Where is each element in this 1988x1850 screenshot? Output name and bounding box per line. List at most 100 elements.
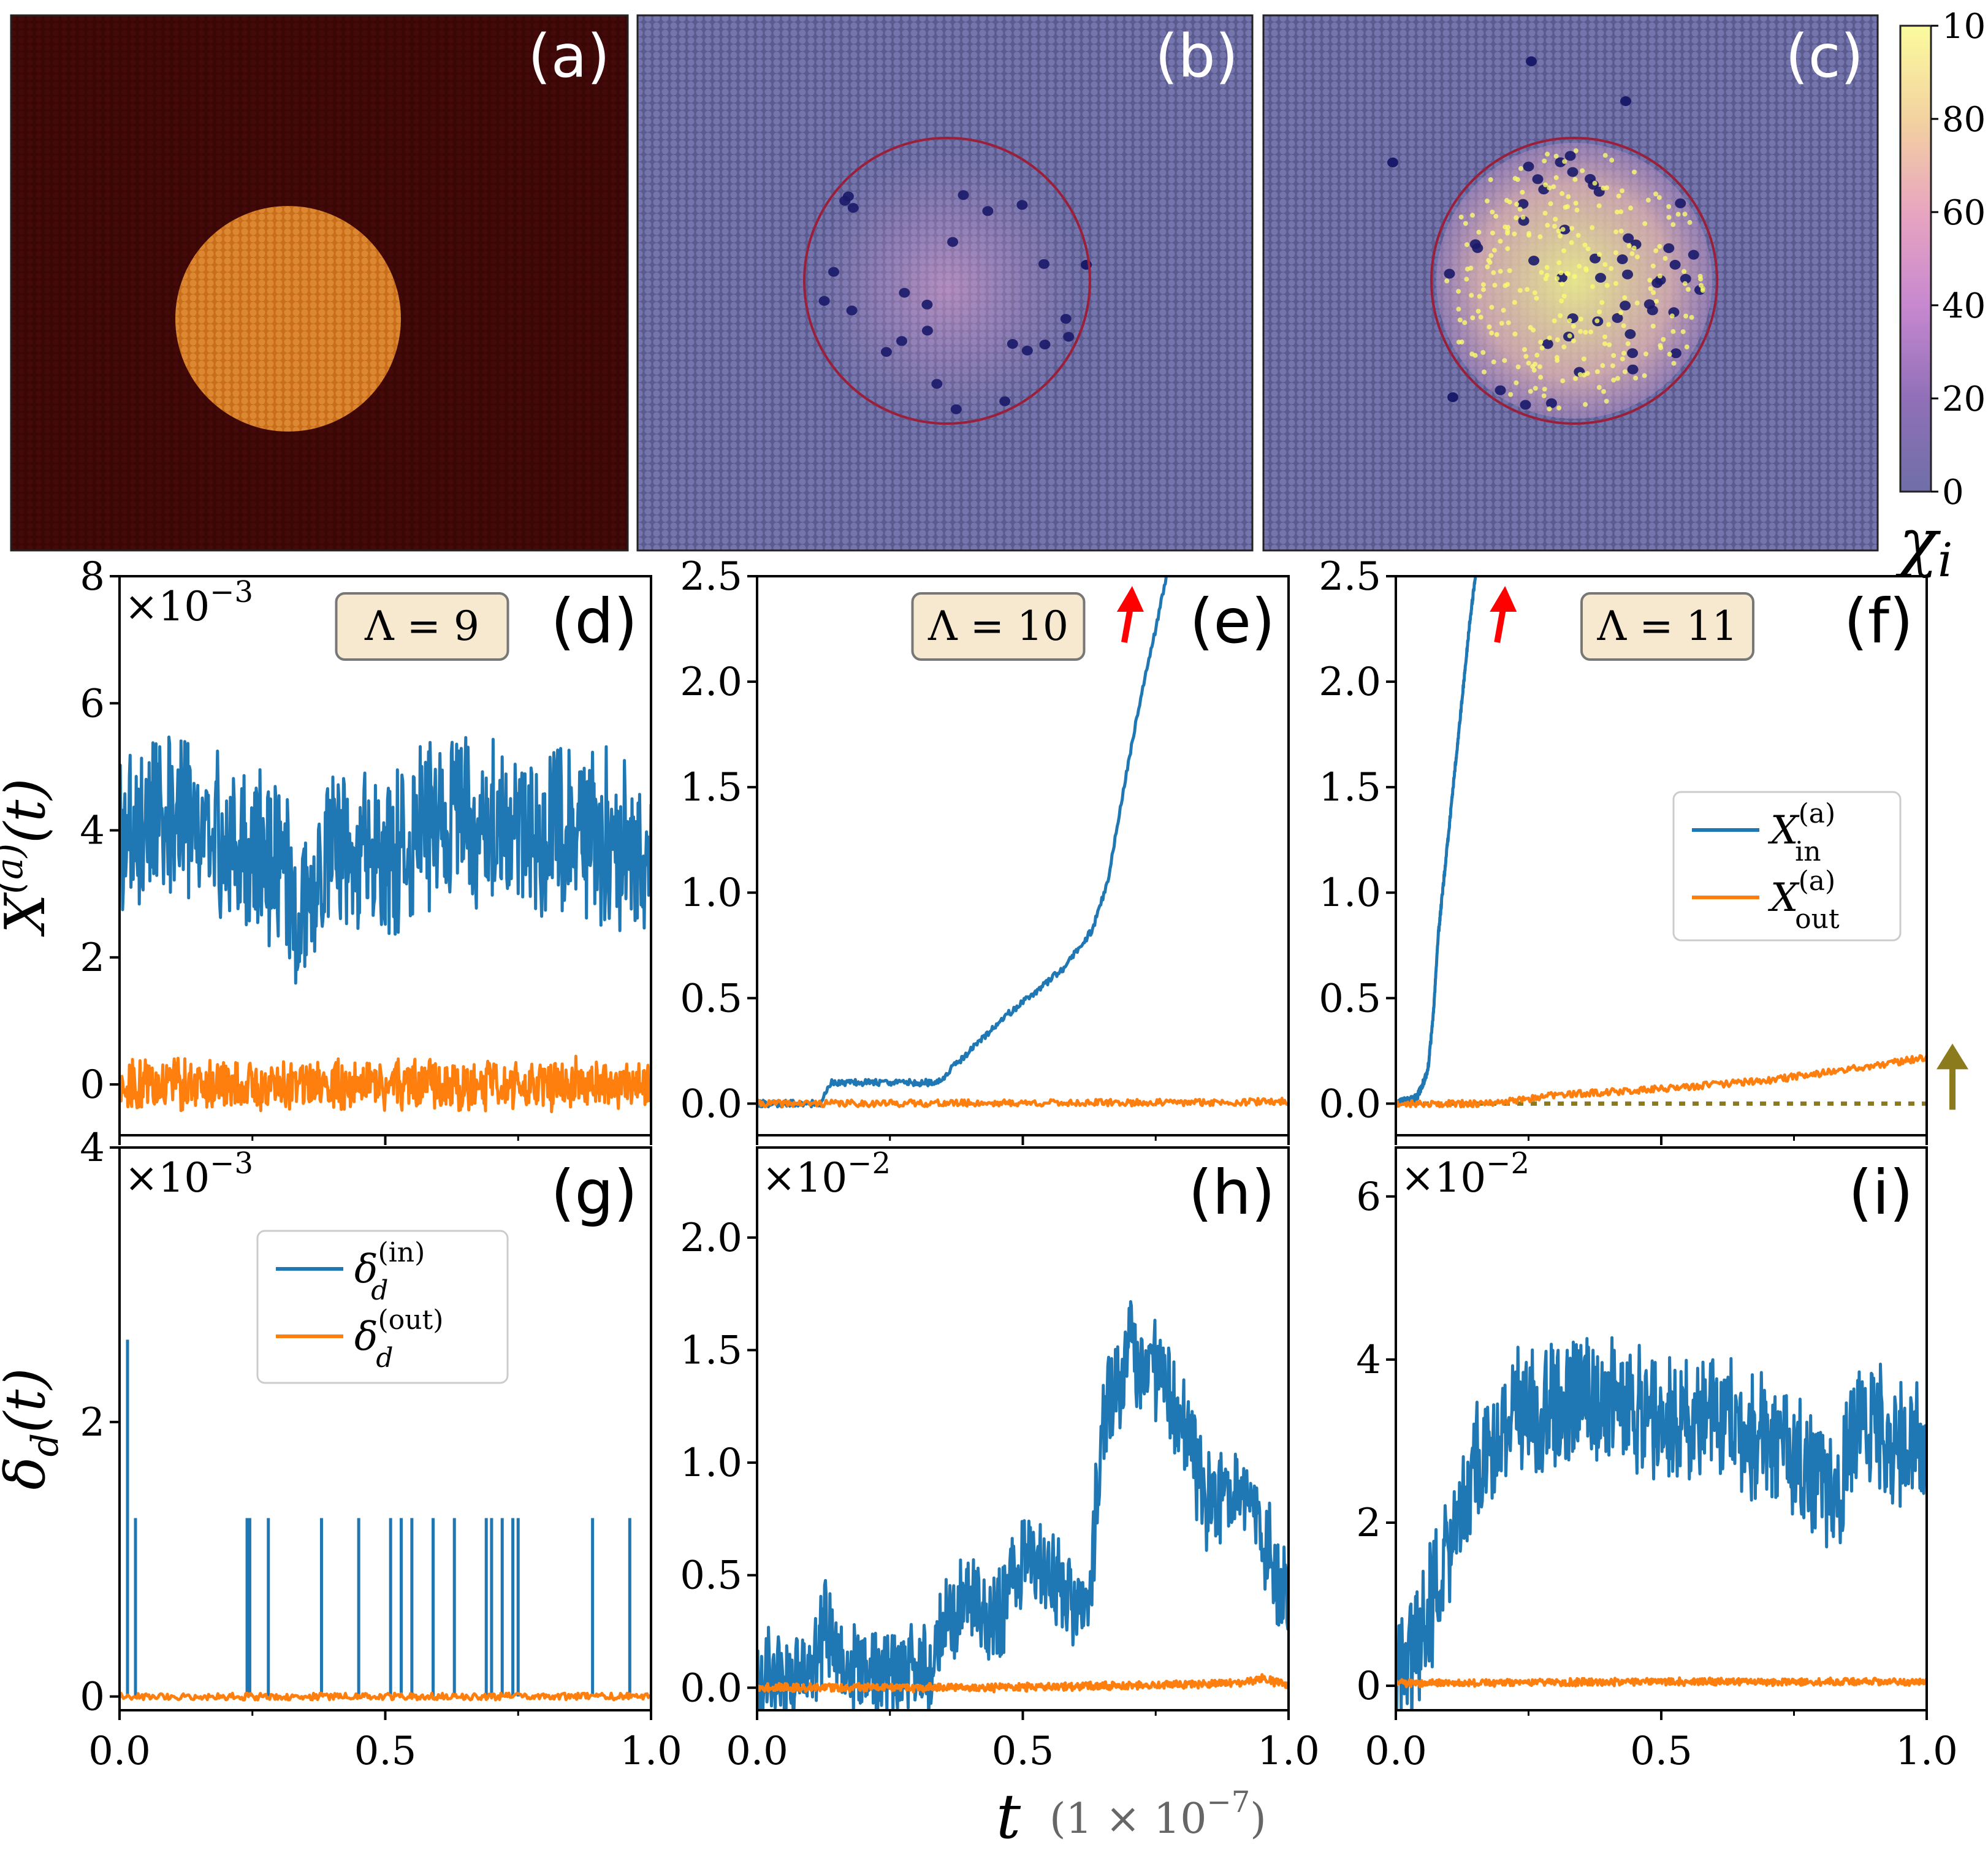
speckle: [1534, 352, 1540, 358]
speckle: [1577, 264, 1582, 269]
speckle: [1477, 294, 1482, 299]
speckle: [1607, 342, 1612, 348]
speckle: [1499, 321, 1504, 326]
red-arrow-shaft: [1494, 607, 1507, 643]
speckle: [1583, 402, 1588, 407]
speckle: [1492, 283, 1498, 288]
y-tick-label: 2.0: [1319, 660, 1381, 705]
colorbar-gradient: [1899, 25, 1932, 493]
y-tick-label: 0.0: [680, 1081, 742, 1127]
speckle: [1565, 204, 1570, 210]
speckle: [1675, 211, 1681, 217]
panel-label-e: (e): [1189, 585, 1275, 657]
x-tick-label: 0.0: [726, 1729, 788, 1774]
defect-dot: [921, 299, 933, 310]
speckle: [1487, 260, 1493, 265]
speckle: [1561, 344, 1567, 349]
speckle: [1456, 340, 1461, 345]
defect-dot: [1528, 256, 1540, 266]
plot-area: [757, 1300, 1289, 1710]
defect-dot: [1620, 96, 1631, 106]
defect-dots-b: [818, 190, 1092, 414]
speckle: [1493, 213, 1499, 219]
speckle: [1558, 234, 1563, 239]
lambda-box: [335, 592, 509, 661]
speckle: [1670, 222, 1676, 227]
speckle: [1541, 393, 1547, 398]
lambda-box: [911, 592, 1086, 661]
speckle: [1616, 193, 1621, 199]
speckle: [1553, 175, 1559, 180]
speckle: [1560, 227, 1566, 232]
speckle: [1680, 329, 1686, 335]
speckle: [1456, 289, 1461, 294]
defect-dot: [1670, 348, 1681, 359]
speckle: [1491, 270, 1496, 275]
speckle: [1512, 331, 1518, 337]
y-tick-label: 2.0: [680, 1216, 742, 1261]
speckle: [1490, 230, 1495, 236]
speckle: [1656, 195, 1662, 200]
boundary-circle-c: [1430, 137, 1718, 425]
speckle: [1508, 392, 1514, 397]
defect-dot: [999, 396, 1011, 406]
defect-dot: [1520, 400, 1531, 410]
panel-label-d: (d): [550, 585, 638, 657]
speckle: [1506, 320, 1511, 325]
olive-arrow-head: [1937, 1043, 1968, 1070]
speckle: [1489, 305, 1495, 310]
speckle: [1588, 329, 1593, 335]
speckle: [1611, 353, 1617, 358]
speckle: [1533, 386, 1538, 391]
speckle: [1583, 330, 1588, 335]
speckle: [1578, 316, 1583, 322]
speckle: [1528, 389, 1533, 394]
defect-dots-c: [1387, 56, 1705, 411]
series-X_in: [120, 735, 651, 985]
speckle: [1502, 358, 1507, 364]
y-tick-label: 6: [1356, 1174, 1381, 1220]
defect-dot: [1545, 398, 1557, 408]
shared-x-axis-label: t (1 × 10−7): [996, 1781, 1266, 1850]
speckle: [1491, 359, 1496, 365]
colorbar-tick-label: 100: [1942, 7, 1988, 47]
speckle: [1604, 398, 1609, 404]
chart-h: 0.0 0.5 1.0 1.5 2.0 0.0 0.5 1.0 (h) ×10−2: [680, 1146, 1320, 1774]
defect-dot: [1517, 199, 1529, 209]
speckle: [1556, 405, 1562, 411]
speckle: [1580, 168, 1585, 173]
speckle: [1530, 364, 1536, 369]
speckle: [1526, 232, 1532, 238]
y-tick-label: 6: [80, 681, 105, 726]
speckle: [1699, 283, 1704, 288]
speckle: [1626, 243, 1632, 248]
speckle: [1671, 360, 1677, 366]
speckle: [1537, 234, 1543, 240]
speckle: [1596, 203, 1602, 208]
speckle: [1518, 166, 1523, 171]
speckle: [1647, 278, 1653, 283]
speckle: [1553, 216, 1558, 222]
speckle: [1643, 351, 1648, 357]
speckle: [1539, 345, 1545, 351]
speckle: [1555, 337, 1560, 343]
defect-dot: [1060, 314, 1072, 324]
speckle: [1622, 369, 1628, 375]
speckle: [1633, 375, 1639, 381]
speckle: [1556, 229, 1561, 234]
series-delta_out: [1396, 1676, 1927, 1689]
defect-dot: [1624, 329, 1636, 339]
speckle: [1670, 329, 1676, 334]
speckle: [1538, 375, 1544, 380]
defect-dot: [828, 267, 839, 277]
defect-dot: [1387, 158, 1398, 167]
speckle: [1476, 229, 1482, 235]
panel-label-f: (f): [1844, 585, 1913, 657]
speckle: [1657, 273, 1662, 279]
defect-dot: [1669, 259, 1681, 270]
defect-dot: [1623, 233, 1634, 243]
speckle: [1470, 315, 1476, 321]
speckle: [1625, 341, 1631, 346]
plot-area: [120, 735, 651, 1114]
speckle: [1599, 300, 1605, 305]
